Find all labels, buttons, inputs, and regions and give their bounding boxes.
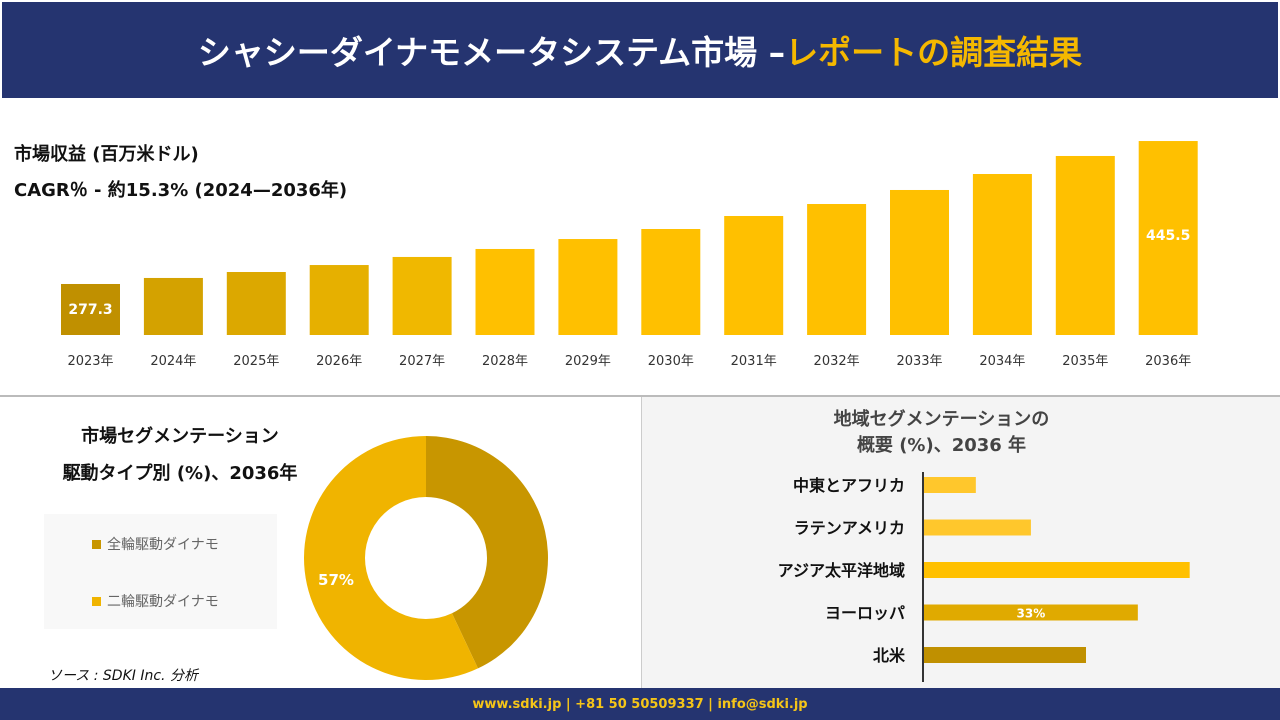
- drive-type-donut-chart: 57%: [303, 436, 548, 680]
- bar-北米: [924, 647, 1086, 663]
- x-tick-label: 2033年: [896, 354, 942, 369]
- bar-ラテンアメリカ: [924, 519, 1031, 536]
- revenue-bar-chart: 2023年 277.3 2024年 2025年 2026年 2027年 2028年 2029年…: [61, 141, 1198, 369]
- bar-2032年: [807, 204, 867, 335]
- bar-2023年: [61, 283, 120, 335]
- revenue-title: 市場収益 (百万米ドル): [14, 144, 199, 165]
- x-tick-label: 2029年: [565, 354, 611, 369]
- x-tick-label: 2025年: [233, 354, 279, 369]
- donut-slice-1: [303, 436, 478, 680]
- page-header: シャシーダイナモメータシステム市場 – レポートの調査結果: [0, 0, 1280, 100]
- bar-2024年: [143, 277, 203, 335]
- revenue-section: 市場収益 (百万米ドル) CAGR％ - 約15.3% (2024—2036年)…: [0, 100, 1280, 395]
- section-divider: [0, 395, 1280, 397]
- page-title-accent: レポートの調査結果: [785, 33, 1083, 72]
- region-title-1: 地域セグメンテーションの: [833, 409, 1050, 430]
- bar-2025年: [226, 272, 286, 335]
- x-tick-label: 2028年: [482, 354, 528, 369]
- x-tick-label: 2034年: [979, 354, 1025, 369]
- x-tick-label: 2027年: [399, 354, 445, 369]
- y-tick-label: 中東とアフリカ: [793, 476, 905, 495]
- footer-contact: www.sdki.jp | +81 50 50509337 | info@sdk…: [0, 688, 1280, 720]
- segment-title-2: 駆動タイプ別 (%)、2036年: [62, 463, 298, 484]
- legend-label: 全輪駆動ダイナモ: [107, 537, 219, 553]
- legend-swatch: [92, 596, 101, 606]
- bar-2033年: [890, 189, 949, 335]
- bar-2026年: [309, 265, 369, 335]
- y-tick-label: アジア太平洋地域: [778, 561, 905, 580]
- x-tick-label: 2032年: [814, 354, 860, 369]
- legend-swatch: [92, 539, 101, 549]
- data-label: 277.3: [68, 302, 112, 318]
- x-tick-label: 2026年: [316, 354, 362, 369]
- legend-label: 二輪駆動ダイナモ: [107, 594, 219, 610]
- cagr-label: CAGR％ - 約15.3% (2024—2036年): [14, 180, 348, 201]
- region-title-2: 概要 (%)、2036 年: [856, 435, 1027, 456]
- bar-2035年: [1055, 155, 1115, 335]
- data-label: 33%: [1017, 607, 1046, 621]
- x-tick-label: 2023年: [67, 354, 113, 369]
- bar-ヨーロッパ: [924, 604, 1138, 621]
- x-tick-label: 2035年: [1062, 354, 1108, 369]
- bar-2029年: [558, 239, 618, 335]
- legend-item-awd: 全輪駆動ダイナモ: [92, 534, 219, 554]
- bar-2034年: [972, 174, 1032, 335]
- donut-slice-0: [426, 436, 548, 669]
- bar-アジア太平洋地域: [924, 562, 1190, 578]
- x-tick-label: 2036年: [1145, 354, 1191, 369]
- bar-2027年: [392, 256, 452, 335]
- bar-2030年: [641, 229, 701, 335]
- legend-item-2wd: 二輪駆動ダイナモ: [92, 591, 219, 611]
- segment-title-1: 市場セグメンテーション: [81, 426, 279, 447]
- donut-legend: [44, 514, 277, 629]
- bar-2031年: [724, 215, 784, 335]
- y-tick-label: ヨーロッパ: [825, 604, 905, 623]
- y-tick-label: ラテンアメリカ: [794, 519, 905, 538]
- region-section: 地域セグメンテーションの 概要 (%)、2036 年 中東とアフリカ ラテンアメリ…: [641, 397, 1280, 688]
- data-label: 445.5: [1146, 228, 1190, 244]
- x-tick-label: 2024年: [150, 354, 196, 369]
- bar-2028年: [475, 248, 535, 335]
- x-tick-label: 2030年: [648, 354, 694, 369]
- bar-中東とアフリカ: [924, 477, 976, 493]
- segment-section: 市場セグメンテーション 駆動タイプ別 (%)、2036年 全輪駆動ダイナモ 二輪…: [0, 397, 640, 688]
- y-tick-label: 北米: [873, 646, 906, 665]
- source-note: ソース : SDKI Inc. 分析: [48, 668, 198, 684]
- page-title: シャシーダイナモメータシステム市場 –: [197, 33, 786, 72]
- bar-2036年: [1138, 141, 1198, 335]
- data-label: 57%: [318, 571, 354, 589]
- x-tick-label: 2031年: [731, 354, 777, 369]
